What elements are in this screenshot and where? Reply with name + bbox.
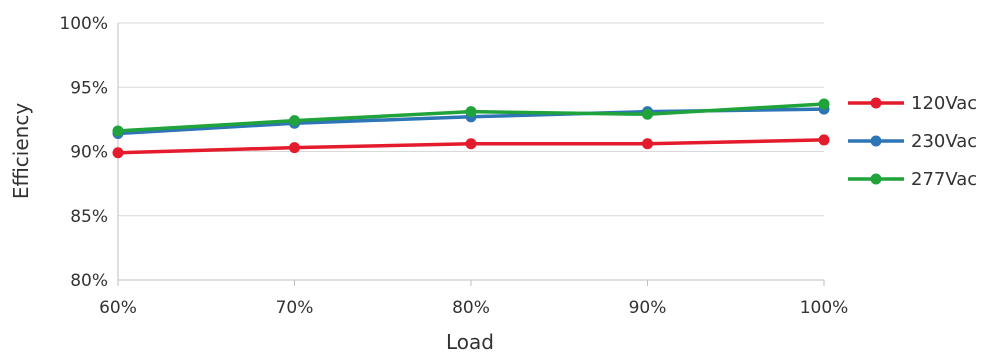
y-tick-labels: 80% 85% 90% 95% 100% [59,14,108,291]
legend-marker-230vac [870,135,882,147]
data-point-277vac [465,106,477,118]
y-tick-label: 85% [70,207,108,227]
gridlines [118,22,824,217]
x-tick-label: 100% [800,298,849,318]
data-point-277vac [642,108,653,120]
x-tick-labels: 60% 70% 80% 90% 100% [99,298,848,318]
x-tick-label: 60% [99,298,137,318]
y-tick-label: 95% [70,78,108,98]
legend-marker-120vac [870,97,882,109]
data-point-120vac [289,142,300,154]
y-axis-title: Efficiency [9,103,33,200]
x-axis-title: Load [446,330,494,354]
data-point-120vac [642,138,653,150]
data-point-277vac [112,125,124,137]
legend-label-120vac: 120Vac [911,93,977,114]
legend-label-277vac: 277Vac [911,169,977,190]
data-point-120vac [465,138,477,150]
data-point-120vac [818,134,830,146]
legend: 120Vac 230Vac 277Vac [848,93,977,190]
y-tick-label: 80% [70,271,108,291]
x-tick-label: 70% [276,298,314,318]
x-tick-label: 90% [629,298,667,318]
series-lines [112,98,830,159]
legend-marker-277vac [870,173,882,185]
x-tick-label: 80% [452,298,490,318]
y-tick-label: 100% [59,14,108,34]
data-point-120vac [112,147,124,159]
axes [117,23,825,286]
legend-label-230vac: 230Vac [911,131,977,152]
data-point-277vac [289,115,300,127]
data-point-277vac [818,98,830,110]
y-tick-label: 90% [70,143,108,163]
